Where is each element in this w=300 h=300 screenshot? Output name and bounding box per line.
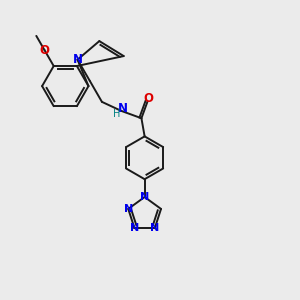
Text: N: N <box>140 192 149 202</box>
Text: N: N <box>118 102 128 115</box>
Text: O: O <box>143 92 153 105</box>
Text: O: O <box>40 44 50 57</box>
Text: N: N <box>150 223 159 233</box>
Text: N: N <box>73 53 82 66</box>
Text: N: N <box>124 204 133 214</box>
Text: H: H <box>113 109 121 119</box>
Text: N: N <box>130 223 139 233</box>
